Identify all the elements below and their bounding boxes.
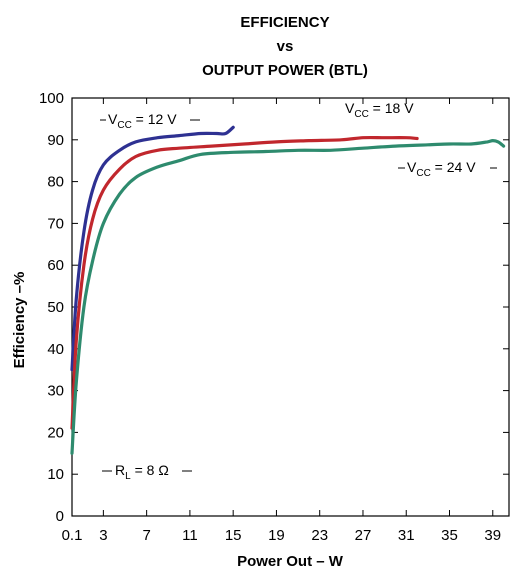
svg-text:VCC = 24 V: VCC = 24 V <box>407 159 476 179</box>
annotation-rl-rest: = 8 Ω <box>131 462 169 478</box>
x-tick-label: 3 <box>99 527 107 544</box>
x-tick-label: 39 <box>484 527 501 544</box>
annotation-rl-8ohm: RL = 8 Ω <box>102 462 192 482</box>
y-tick-label: 70 <box>47 215 64 232</box>
y-tick-label: 40 <box>47 341 64 358</box>
series-line-vcc-12v <box>70 125 235 372</box>
svg-text:RL = 8 Ω: RL = 8 Ω <box>115 462 169 482</box>
x-tick-label: 7 <box>142 527 150 544</box>
series-line-vcc-24v <box>70 139 506 455</box>
y-tick-label: 10 <box>47 466 64 483</box>
annotation-vcc-24v-rest: = 24 V <box>431 159 476 175</box>
x-axis-label: Power Out – W <box>237 553 344 570</box>
y-tick-label: 50 <box>47 299 64 316</box>
annotation-vcc-18v: VCC = 18 V <box>345 100 414 120</box>
chart-title-line-2: vs <box>277 38 294 55</box>
y-tick-label: 20 <box>47 424 64 441</box>
annotation-vcc-12v-main: V <box>108 111 118 127</box>
x-axis-ticks: 0.1 3 7 11 15 19 23 27 31 35 39 <box>62 98 501 544</box>
annotation-rl-main: R <box>115 462 125 478</box>
annotation-vcc-18v-main: V <box>345 100 355 116</box>
y-tick-label: 80 <box>47 174 64 191</box>
x-tick-label: 11 <box>182 527 198 544</box>
svg-text:VCC = 12 V: VCC = 12 V <box>108 111 177 131</box>
y-axis-ticks: 0 10 20 30 40 50 60 70 80 90 100 <box>39 90 509 525</box>
annotation-vcc-18v-sub: CC <box>354 109 368 120</box>
x-tick-label: 35 <box>441 527 458 544</box>
series-line-vcc-18v <box>70 135 419 430</box>
annotation-vcc-24v-main: V <box>407 159 417 175</box>
annotation-vcc-24v-sub: CC <box>416 168 430 179</box>
annotation-vcc-24v: VCC = 24 V <box>398 159 497 179</box>
annotation-vcc-12v-sub: CC <box>117 120 131 131</box>
chart-title-line-3: OUTPUT POWER (BTL) <box>202 62 368 79</box>
y-tick-label: 90 <box>47 132 64 149</box>
x-tick-label: 0.1 <box>62 527 83 544</box>
annotation-vcc-12v: VCC = 12 V <box>100 111 200 131</box>
x-tick-label: 27 <box>355 527 372 544</box>
y-axis-label: Efficiency –% <box>11 272 28 369</box>
y-tick-label: 0 <box>56 508 64 525</box>
y-tick-label: 100 <box>39 90 64 107</box>
chart-title-line-1: EFFICIENCY <box>240 14 329 31</box>
series-layer <box>70 125 506 455</box>
svg-text:VCC = 18 V: VCC = 18 V <box>345 100 414 120</box>
x-tick-label: 23 <box>311 527 328 544</box>
annotation-vcc-12v-rest: = 12 V <box>132 111 177 127</box>
annotation-vcc-18v-rest: = 18 V <box>369 100 414 116</box>
x-tick-label: 15 <box>225 527 242 544</box>
x-tick-label: 31 <box>398 527 415 544</box>
annotation-rl-sub: L <box>125 471 131 482</box>
y-tick-label: 30 <box>47 383 64 400</box>
x-tick-label: 19 <box>268 527 285 544</box>
y-tick-label: 60 <box>47 257 64 274</box>
